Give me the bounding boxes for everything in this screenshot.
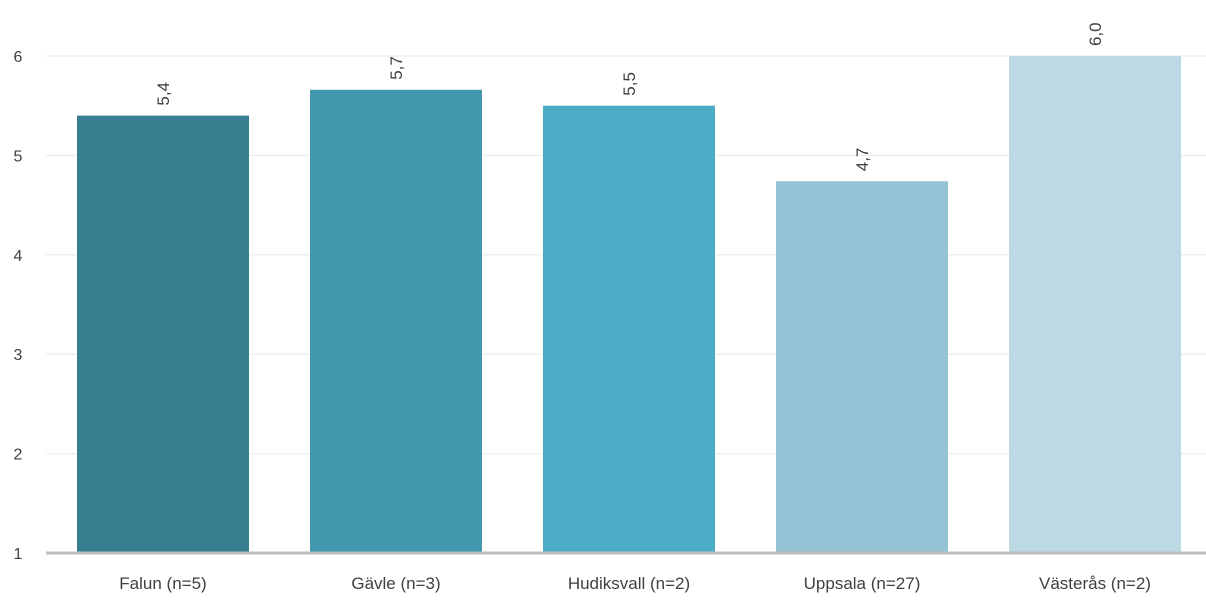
bar: [310, 89, 482, 554]
bars: [77, 56, 1181, 554]
axes: 1 2 3 4 5 6 Falun (n=5) Gävle (n=3) Hudiksvall (…: [14, 49, 1206, 593]
x-tick-label: Hudiksvall (n=2): [568, 574, 690, 593]
data-label: 5,7: [387, 56, 406, 80]
x-tick-label: Västerås (n=2): [1039, 574, 1151, 593]
bar: [1009, 56, 1181, 553]
data-labels: 5,4 5,7 5,5 4,7 6,0: [154, 22, 1105, 171]
bar: [77, 115, 249, 553]
data-label: 4,7: [853, 148, 872, 172]
y-tick-label: 2: [14, 447, 23, 464]
y-tick-label: 5: [14, 148, 23, 165]
data-label: 5,5: [620, 72, 639, 96]
x-tick-label: Gävle (n=3): [351, 574, 440, 593]
y-tick-label: 3: [14, 347, 23, 364]
data-label: 5,4: [154, 82, 173, 106]
y-tick-label: 1: [14, 546, 23, 563]
x-tick-label: Falun (n=5): [119, 574, 206, 593]
y-tick-label: 4: [14, 248, 23, 265]
data-label: 6,0: [1086, 22, 1105, 46]
bar: [776, 181, 948, 553]
x-tick-label: Uppsala (n=27): [804, 574, 921, 593]
y-tick-label: 6: [14, 49, 23, 66]
bar: [543, 105, 715, 553]
